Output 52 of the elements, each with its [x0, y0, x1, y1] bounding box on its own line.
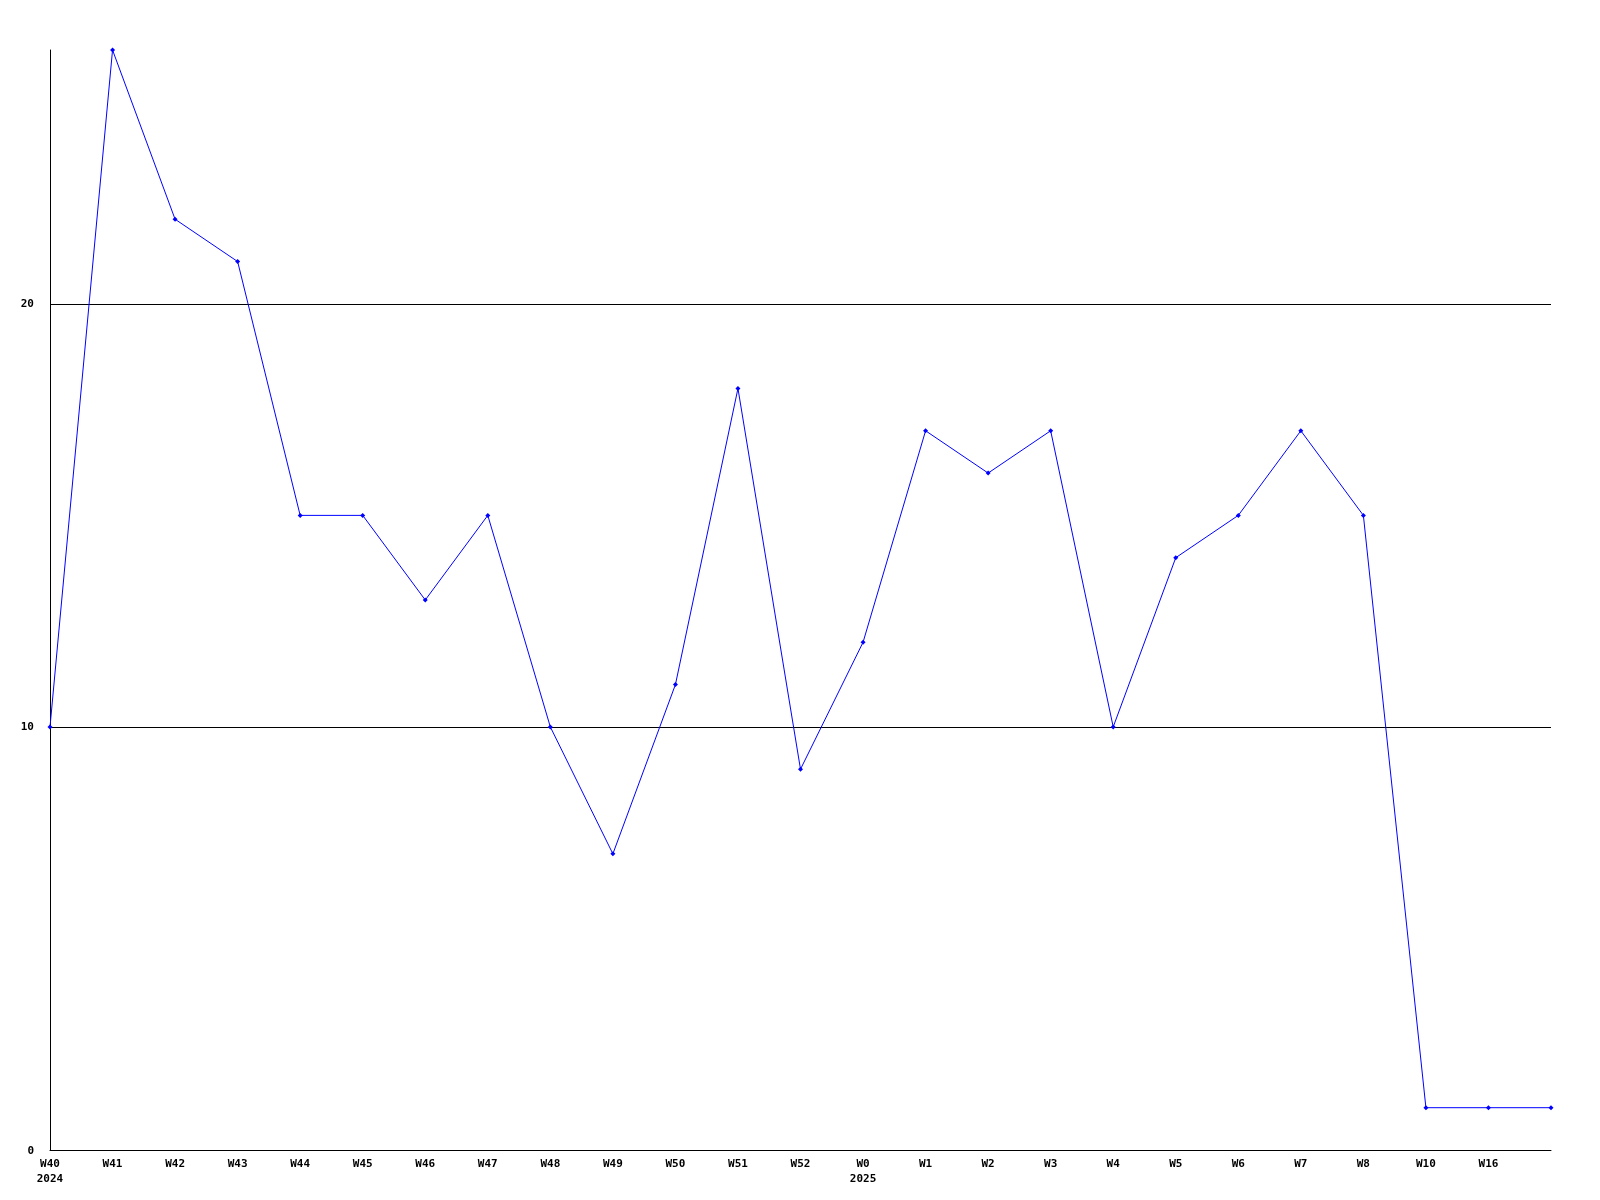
point — [1048, 428, 1054, 434]
x-tick-label: W6 — [1231, 1157, 1246, 1170]
x-tick-label: W7 — [1294, 1157, 1308, 1170]
point — [985, 470, 991, 476]
x-tick-label: W1 — [918, 1157, 933, 1170]
point — [485, 512, 491, 518]
point — [860, 639, 866, 645]
point — [1485, 1105, 1491, 1111]
point — [172, 216, 178, 222]
x-tick-label: W50 — [665, 1157, 686, 1170]
x-tick-label: W47 — [477, 1157, 498, 1170]
x-tick-label: W48 — [540, 1157, 561, 1170]
point — [110, 47, 116, 53]
x-tick-label: W2 — [981, 1157, 995, 1170]
point — [422, 597, 428, 603]
y-tick-label: 20 — [20, 297, 34, 311]
point — [1423, 1105, 1429, 1111]
point — [735, 385, 741, 391]
y-tick-label: 10 — [20, 720, 34, 734]
point — [798, 766, 803, 772]
point — [1360, 512, 1366, 518]
x-tick-label: W51 — [728, 1157, 749, 1170]
point — [47, 724, 53, 730]
x-tick-label: W8 — [1356, 1157, 1370, 1170]
x-tick-label: W42 — [165, 1157, 186, 1170]
point — [1548, 1105, 1554, 1111]
x-tick-label: W16 — [1478, 1157, 1499, 1170]
x-tick-label: W43 — [227, 1157, 248, 1170]
point — [360, 512, 366, 518]
x-tick-label: W45 — [352, 1157, 373, 1170]
point — [610, 851, 616, 857]
x-tick-label: W3 — [1044, 1157, 1058, 1170]
point — [235, 259, 241, 265]
x-tick-label: W40 2024 — [36, 1157, 64, 1185]
point — [1173, 555, 1179, 561]
point — [923, 428, 929, 434]
y-tick-label: 0 — [27, 1143, 34, 1157]
x-tick-label: W46 — [415, 1157, 436, 1170]
x-tick-label: W4 — [1106, 1157, 1121, 1170]
x-tick-label: W44 — [290, 1157, 311, 1170]
x-tick-label: W10 — [1415, 1157, 1436, 1170]
x-tick-label: W0 2025 — [849, 1157, 877, 1185]
point — [1298, 428, 1304, 434]
x-tick-label: W5 — [1169, 1157, 1183, 1170]
point — [297, 512, 303, 518]
point — [1110, 724, 1116, 730]
x-tick-label: W49 — [602, 1157, 623, 1170]
x-tick-label: W52 — [790, 1157, 811, 1170]
x-tick-label: W41 — [102, 1157, 123, 1170]
point — [672, 682, 678, 688]
point — [1235, 512, 1241, 518]
point — [547, 724, 553, 730]
